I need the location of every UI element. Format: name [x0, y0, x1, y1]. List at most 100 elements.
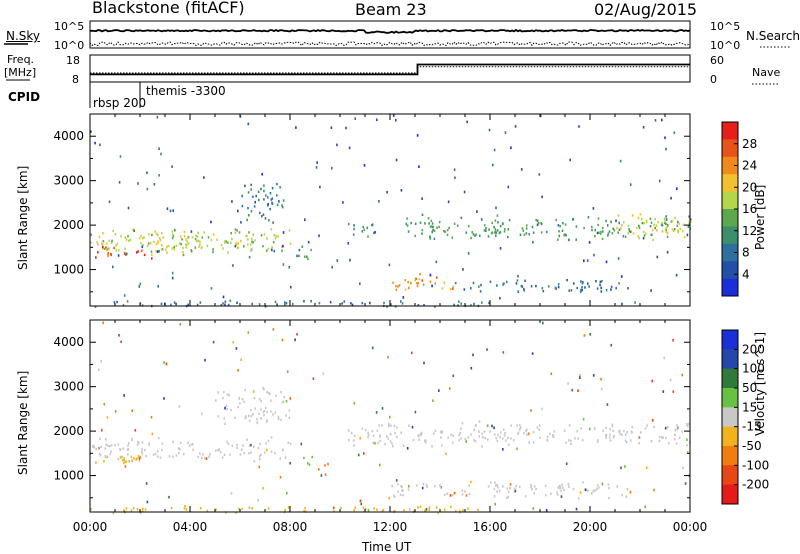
power-cell [254, 239, 256, 242]
power-cell [591, 228, 593, 232]
velocity-cell [200, 507, 202, 510]
velocity-cell [467, 436, 470, 439]
power-cell [267, 196, 269, 199]
velocity-noise-cell [289, 396, 291, 400]
velocity-cell [288, 409, 291, 412]
velocity-noise-cell [257, 499, 259, 502]
velocity-cell [506, 487, 509, 490]
velocity-cell [376, 508, 378, 511]
power-cell [584, 286, 586, 289]
velocity-cell [396, 435, 398, 439]
station-title: Blackstone (fitACF) [92, 0, 245, 17]
velocity-cell [253, 445, 255, 448]
velocity-cell [161, 448, 163, 452]
power-noise-cell [621, 302, 623, 306]
power-cell [103, 247, 106, 251]
velocity-cell [333, 510, 335, 513]
power-noise-cell [331, 265, 333, 269]
power-cell [547, 285, 550, 288]
velocity-cell [621, 433, 623, 436]
power-cell [481, 301, 483, 304]
velocity-cell [231, 444, 234, 447]
power-colorbar-swatch [722, 261, 738, 279]
power-cell [292, 302, 294, 306]
power-noise-cell [171, 271, 174, 275]
power-noise-cell [172, 209, 174, 212]
power-cell [406, 217, 408, 220]
velocity-noise [97, 321, 691, 514]
power-cell [151, 233, 153, 237]
nsky-tick-top: 10^5 [54, 20, 85, 33]
power-noise-cell [141, 245, 144, 248]
power-noise-cell [593, 253, 595, 257]
velocity-noise-cell [320, 474, 323, 477]
power-colorbar-swatch [722, 122, 738, 140]
power-colorbar-swatch [722, 174, 738, 192]
velocity-noise-cell [332, 506, 335, 510]
velocity-noise-cell [582, 417, 585, 421]
velocity-cell [473, 438, 475, 442]
power-cell [269, 192, 272, 195]
velocity-cell [618, 430, 620, 433]
velocity-cell [127, 448, 129, 451]
velocity-cell [609, 427, 611, 431]
velocity-cell [397, 490, 399, 493]
velocity-cell [119, 456, 122, 459]
power-cell [532, 231, 535, 234]
power-noise-cell [642, 126, 645, 129]
power-cell [108, 239, 111, 243]
velocity-cell [152, 453, 155, 456]
power-cell [147, 242, 150, 245]
power-cell [541, 287, 544, 290]
velocity-cell [630, 439, 632, 442]
velocity-cell [597, 438, 599, 442]
nsky-tick-bottom: 10^0 [54, 39, 85, 52]
power-cell [427, 217, 430, 220]
velocity-noise-cell [425, 508, 428, 511]
power-cell [240, 239, 242, 243]
power-cell [607, 232, 610, 235]
power-cell [508, 218, 511, 222]
power-cell [661, 230, 664, 233]
power-cell [122, 304, 125, 307]
power-cell [318, 302, 321, 305]
power-band [95, 245, 153, 260]
velocity-noise-cell [357, 453, 360, 457]
velocity-cell [439, 430, 442, 433]
power-cell [203, 231, 205, 234]
velocity-cell [159, 456, 162, 459]
velocity-cell [222, 396, 224, 400]
power-cell [306, 255, 308, 258]
velocity-cell [674, 429, 676, 432]
power-cell [597, 217, 600, 220]
x-tick-label: 16:00 [473, 520, 508, 534]
power-noise-cell [666, 250, 669, 254]
power-cell [430, 219, 433, 223]
velocity-colorbar-tick-label: -15 [742, 420, 762, 434]
power-band [454, 278, 629, 294]
velocity-cell [513, 490, 516, 493]
power-noise-cell [248, 255, 251, 259]
power-noise-cell [336, 143, 338, 147]
power-cell [400, 300, 402, 303]
power-cell [583, 226, 585, 230]
velocity-cell [553, 430, 555, 433]
velocity-cell [280, 390, 282, 394]
x-tick-label: 08:00 [273, 520, 308, 534]
power-noise-cell [174, 228, 176, 232]
velocity-cell [401, 489, 403, 492]
power-cell [568, 289, 570, 292]
velocity-cell [392, 445, 394, 448]
power-cell [171, 247, 174, 250]
velocity-cell [225, 404, 228, 408]
velocity-cell [131, 459, 133, 462]
power-cell [227, 303, 230, 307]
velocity-cell [127, 442, 130, 445]
velocity-cell [510, 437, 512, 440]
velocity-cell [446, 492, 448, 495]
power-noise-cell [156, 115, 159, 119]
power-cell [186, 240, 188, 243]
velocity-noise-cell [486, 424, 489, 427]
power-noise-cell [119, 155, 122, 158]
power-cell [660, 223, 663, 226]
